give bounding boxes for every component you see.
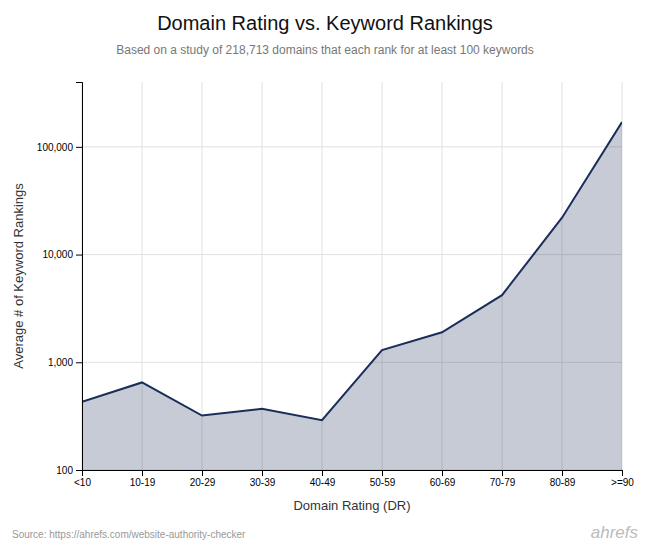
x-tick: 60-69 (430, 470, 456, 488)
y-tick-line (76, 255, 82, 256)
y-tick-label: 1,000 (48, 357, 73, 368)
y-axis-title: Average # of Keyword Rankings (11, 183, 26, 369)
chart: <10 10-19 20-29 30-39 40-49 50-59 60-69 70-79 80… (0, 0, 650, 548)
grid-line-x (202, 82, 203, 470)
y-tick-line (76, 362, 82, 363)
y-tick: 100,000 (37, 142, 82, 153)
x-tick-line (262, 470, 263, 476)
x-tick: 40-49 (310, 470, 336, 488)
y-tick: 1,000 (48, 357, 82, 368)
x-tick: 20-29 (190, 470, 216, 488)
x-tick-line (202, 470, 203, 476)
area (82, 122, 622, 470)
x-tick-line (382, 470, 383, 476)
y-axis: 100 1,000 10,000 100,000 (37, 83, 83, 476)
x-tick-line (442, 470, 443, 476)
x-tick-label: 80-89 (550, 477, 576, 488)
x-tick-label: <10 (74, 477, 91, 488)
x-tick: 10-19 (130, 470, 156, 488)
x-tick-label: 40-49 (310, 477, 336, 488)
x-tick-label: >=90 (611, 477, 634, 488)
x-tick-line (142, 470, 143, 476)
x-tick-label: 20-29 (190, 477, 216, 488)
x-tick-label: 10-19 (130, 477, 156, 488)
x-tick-label: 60-69 (430, 477, 456, 488)
y-tick-label: 100 (56, 465, 73, 476)
y-tick-label: 100,000 (37, 142, 74, 153)
x-tick-label: 70-79 (490, 477, 516, 488)
y-tick-line (76, 147, 82, 148)
source: Source: https://ahrefs.com/website-autho… (12, 529, 246, 540)
grid-line-y (82, 146, 622, 147)
line (82, 122, 622, 420)
x-tick-label: 30-39 (250, 477, 276, 488)
x-axis: <10 10-19 20-29 30-39 40-49 50-59 60-69 70-79 80… (74, 470, 634, 488)
y-tick-line (76, 470, 82, 471)
x-tick: 50-59 (370, 470, 396, 488)
plot: <10 10-19 20-29 30-39 40-49 50-59 60-69 70-79 80… (37, 82, 634, 488)
grid (82, 82, 622, 470)
x-tick-line (622, 470, 623, 476)
x-tick-line (502, 470, 503, 476)
marks (82, 122, 622, 470)
y-tick: 100 (56, 465, 82, 476)
x-tick-line (322, 470, 323, 476)
x-tick-line (562, 470, 563, 476)
title: Domain Rating vs. Keyword Rankings (157, 12, 493, 34)
x-tick: 80-89 (550, 470, 576, 488)
x-axis-title: Domain Rating (DR) (293, 498, 410, 513)
axis-domain (83, 471, 623, 477)
y-tick-label: 10,000 (42, 249, 73, 260)
x-tick: <10 (74, 470, 91, 488)
y-tick: 10,000 (42, 249, 82, 260)
x-tick-label: 50-59 (370, 477, 396, 488)
watermark: ahrefs (591, 523, 639, 542)
subtitle: Based on a study of 218,713 domains that… (116, 43, 534, 57)
x-tick: 30-39 (250, 470, 276, 488)
axis-domain (76, 83, 83, 471)
x-tick: >=90 (611, 470, 634, 488)
grid-line-x (322, 82, 323, 470)
x-tick: 70-79 (490, 470, 516, 488)
